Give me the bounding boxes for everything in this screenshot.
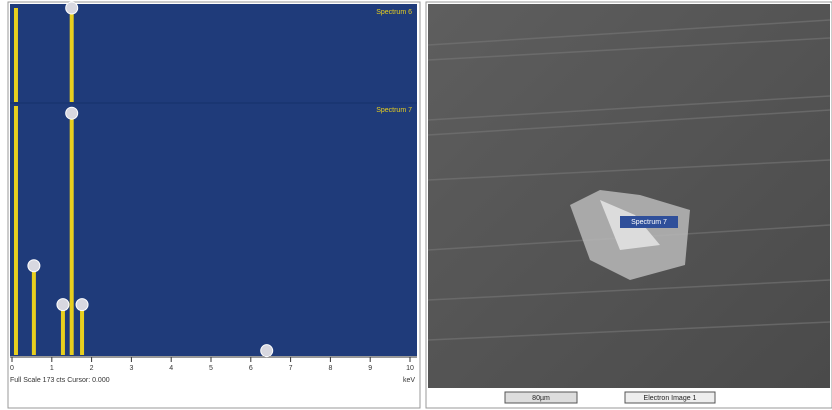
peak-marker [65, 1, 79, 15]
x-tick-label: 4 [169, 365, 173, 372]
peak-marker [56, 298, 70, 312]
spot-label-box [620, 216, 678, 228]
image-caption: Electron Image 1 [644, 395, 697, 402]
x-tick-label: 3 [129, 365, 133, 372]
peak-marker [65, 106, 79, 120]
scale-bar-label: 80µm [532, 395, 550, 402]
scale-bar [504, 391, 578, 404]
peak [69, 8, 74, 102]
spot-label: Spectrum 7 [631, 219, 667, 226]
peak [60, 304, 65, 355]
spectrum: 0 1 2 3 4 5 6 7 8 9 10 Spectrum 6 Spectrum 7 [10, 1, 417, 372]
x-unit: keV [403, 377, 415, 384]
x-tick-label: 5 [209, 365, 213, 372]
x-tick-label: 9 [368, 365, 372, 372]
x-tick-label: 1 [50, 365, 54, 372]
x-tick-label: 7 [289, 365, 293, 372]
caption-box [624, 391, 716, 404]
x-tick-label: 6 [249, 365, 253, 372]
peak [69, 113, 74, 355]
footer: Full Scale 173 cts Cursor: 0.000 [10, 377, 110, 384]
x-tick-label: 8 [328, 365, 332, 372]
peak [13, 8, 18, 102]
peak [13, 106, 18, 355]
plot-area [10, 4, 417, 356]
x-tick-label: 0 [10, 365, 14, 372]
legend-label: Spectrum 7 [376, 107, 412, 114]
peak-marker [260, 344, 274, 358]
x-tick-label: 10 [406, 365, 414, 372]
x-tick-label: 2 [90, 365, 94, 372]
peak-marker [27, 259, 41, 273]
peak [31, 265, 36, 355]
legend-label: Spectrum 6 [376, 9, 412, 16]
axis-strip [10, 356, 417, 386]
peak-marker [75, 298, 89, 312]
peak [80, 304, 85, 355]
